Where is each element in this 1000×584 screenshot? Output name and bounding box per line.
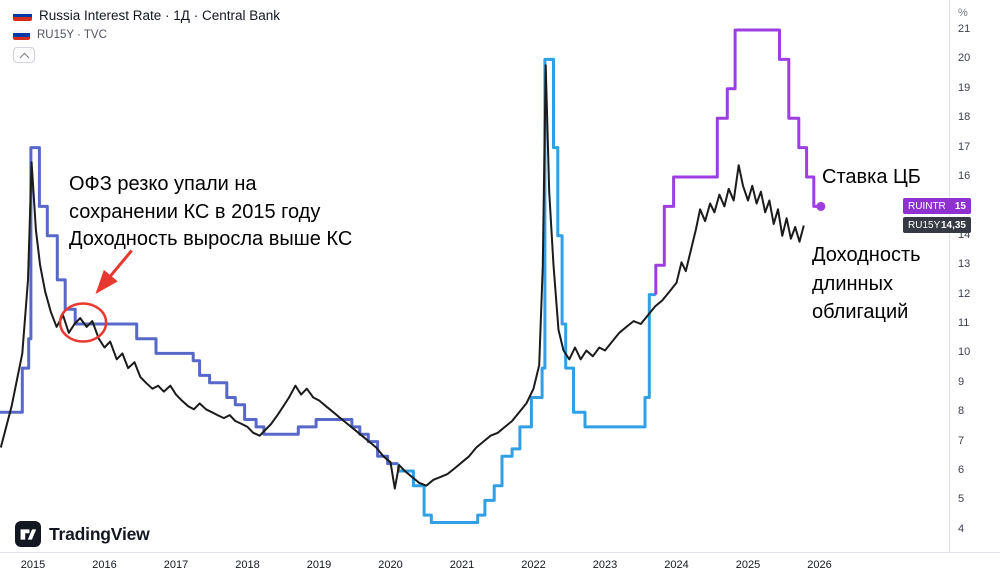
time-axis-label: 2024 [664, 559, 689, 571]
price-axis-label: 10 [958, 346, 971, 359]
price-axis-label: 4 [958, 522, 965, 535]
annotation-arrow[interactable] [95, 249, 133, 295]
time-axis-label: 2021 [449, 559, 475, 571]
time-axis-label: 2026 [807, 559, 832, 571]
bond-label-line: длинных [812, 272, 893, 295]
chart-legend: Russia Interest Rate · 1Д · Central Bank… [13, 8, 280, 63]
price-axis-label: 11 [958, 317, 970, 329]
tradingview-logo-icon [15, 521, 41, 547]
drawing-text-annotation[interactable]: ОФЗ резко упали на сохранении КС в 2015 … [69, 171, 352, 254]
time-axis-label: 2018 [235, 559, 260, 571]
rate-badge-symbol: RUINTR [908, 200, 946, 212]
bond-yield-line[interactable] [0, 64, 805, 490]
legend-main-series[interactable]: Russia Interest Rate · 1Д · Central Bank [13, 8, 280, 23]
price-axis-separator [949, 0, 950, 552]
rate-series-label[interactable]: Ставка ЦБ [822, 166, 921, 188]
annotation-line: ОФЗ резко упали на [69, 173, 257, 195]
time-axis-label: 2016 [92, 559, 117, 571]
price-axis-label: 5 [958, 493, 965, 506]
time-axis[interactable]: 2015 2016 2017 2018 2019 2020 2021 2022 2023 2024… [0, 553, 1000, 584]
bond-label-line: облигаций [812, 301, 909, 323]
rate-current-dot[interactable] [816, 201, 826, 211]
time-axis-label: 2015 [20, 559, 46, 571]
key-rate-line[interactable] [654, 28, 821, 295]
russia-flag-icon [13, 30, 30, 40]
overlay-series-title: RU15Y · TVC [37, 29, 107, 41]
key-rate-line[interactable] [396, 57, 656, 524]
bond-price-badge: RU15Y 14,35 [903, 217, 971, 233]
price-axis-label: 19 [958, 81, 971, 94]
price-axis-label: 20 [958, 52, 971, 65]
annotation-line: сохранении КС в 2015 году [69, 200, 321, 223]
price-axis-label: 12 [958, 287, 971, 300]
time-axis-label: 2025 [735, 559, 761, 571]
price-axis-label: 16 [958, 170, 971, 182]
highlight-circle[interactable] [58, 302, 108, 343]
price-axis-label: 8 [958, 405, 965, 418]
price-axis-label: 9 [958, 375, 965, 388]
legend-collapse-button[interactable] [13, 47, 35, 63]
legend-overlay-series[interactable]: RU15Y · TVC [13, 29, 280, 41]
price-axis-label: 18 [958, 111, 971, 124]
price-axis-label: 6 [958, 464, 965, 476]
price-axis-label: 7 [958, 434, 965, 447]
time-axis-label: 2023 [592, 559, 618, 571]
time-axis-label: 2019 [306, 559, 332, 571]
bond-label-line: Доходность [812, 244, 921, 266]
time-axis-label: 2020 [378, 559, 403, 571]
price-axis[interactable]: % 212019181716151413121110987654 [950, 0, 1000, 552]
russia-flag-icon [13, 10, 32, 21]
annotation-line: Доходность выросла выше КС [69, 228, 353, 250]
main-series-title: Russia Interest Rate · 1Д · Central Bank [39, 8, 280, 23]
price-axis-label: 17 [958, 140, 971, 153]
tradingview-logo[interactable]: TradingView [15, 521, 150, 547]
chevron-up-icon [19, 52, 29, 63]
key-rate-line[interactable] [0, 146, 399, 466]
price-axis-unit[interactable]: % [958, 7, 968, 19]
time-axis-label: 2017 [163, 559, 189, 571]
rate-badge-value: 15 [954, 200, 966, 212]
price-axis-label: 13 [958, 258, 971, 271]
price-axis-label: 21 [958, 23, 971, 35]
bond-badge-value: 14,35 [940, 219, 966, 231]
rate-price-badge: RUINTR 15 [903, 198, 971, 214]
tradingview-logo-text: TradingView [49, 523, 150, 544]
time-axis-separator [0, 552, 1000, 553]
bond-series-label[interactable]: Доходность длинных облигаций [812, 241, 921, 327]
time-axis-label: 2022 [521, 559, 546, 571]
bond-badge-symbol: RU15Y [908, 219, 941, 231]
